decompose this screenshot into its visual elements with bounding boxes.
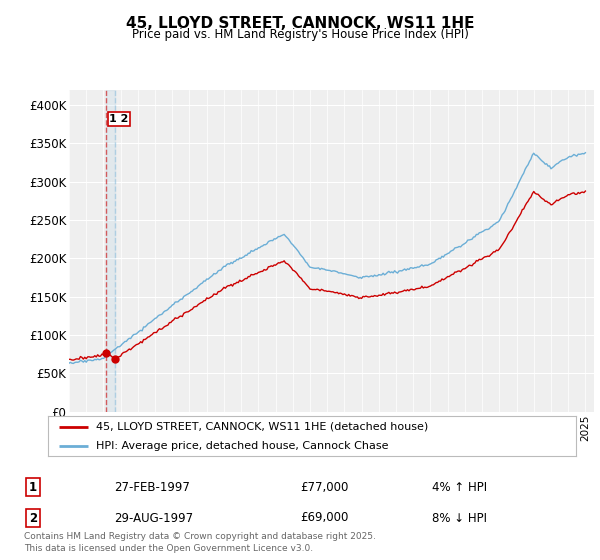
Text: 8% ↓ HPI: 8% ↓ HPI (432, 511, 487, 525)
Text: HPI: Average price, detached house, Cannock Chase: HPI: Average price, detached house, Cann… (95, 441, 388, 451)
Bar (106, 90, 115, 412)
Text: 29-AUG-1997: 29-AUG-1997 (114, 511, 193, 525)
Text: 45, LLOYD STREET, CANNOCK, WS11 1HE: 45, LLOYD STREET, CANNOCK, WS11 1HE (126, 16, 474, 31)
Text: 1 2: 1 2 (109, 114, 129, 124)
Text: 4% ↑ HPI: 4% ↑ HPI (432, 480, 487, 494)
Text: 45, LLOYD STREET, CANNOCK, WS11 1HE (detached house): 45, LLOYD STREET, CANNOCK, WS11 1HE (det… (95, 422, 428, 432)
Text: Contains HM Land Registry data © Crown copyright and database right 2025.
This d: Contains HM Land Registry data © Crown c… (24, 533, 376, 553)
Text: Price paid vs. HM Land Registry's House Price Index (HPI): Price paid vs. HM Land Registry's House … (131, 28, 469, 41)
Text: 2: 2 (29, 511, 37, 525)
Text: £69,000: £69,000 (300, 511, 349, 525)
Text: 27-FEB-1997: 27-FEB-1997 (114, 480, 190, 494)
Text: £77,000: £77,000 (300, 480, 349, 494)
Text: 1: 1 (29, 480, 37, 494)
